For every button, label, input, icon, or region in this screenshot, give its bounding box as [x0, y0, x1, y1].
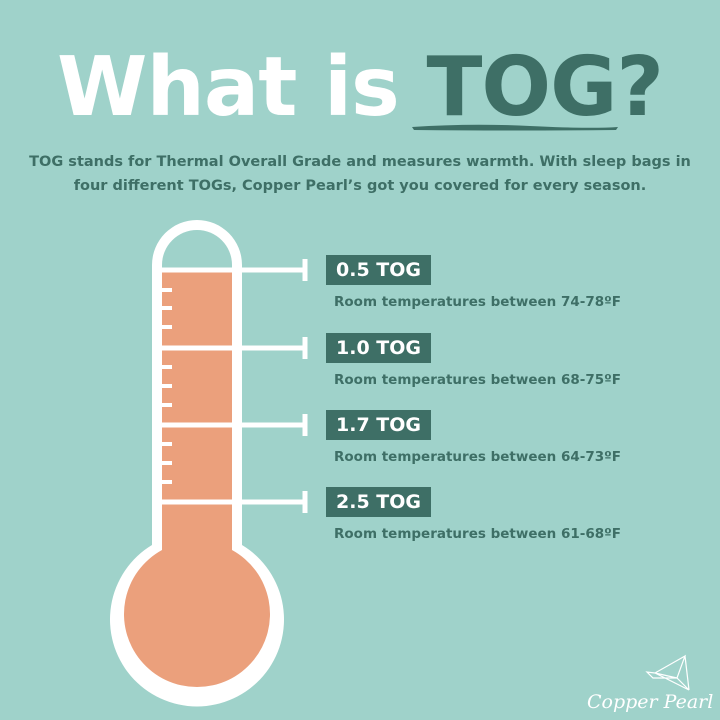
range-0-5: Room temperatures between 74-78ºF	[334, 294, 621, 310]
title-part2: TOG?	[426, 40, 664, 135]
tog-badge-1-7: 1.7 TOG	[326, 410, 431, 440]
thermometer-fill	[124, 272, 270, 688]
range-2-5: Room temperatures between 61-68ºF	[334, 526, 621, 542]
copper-pearl-logo: Copper Pearl.	[587, 654, 715, 713]
title-part1: What is	[57, 40, 400, 135]
tog-badge-0-5: 0.5 TOG	[326, 255, 431, 285]
page-title: What is TOG?	[0, 38, 720, 138]
tog-badge-2-5: 2.5 TOG	[326, 487, 431, 517]
level-lines	[162, 259, 308, 513]
tick-marks	[162, 288, 172, 484]
range-1-7: Room temperatures between 64-73ºF	[334, 449, 621, 465]
range-1-0: Room temperatures between 68-75ºF	[334, 372, 621, 388]
intro-text: TOG stands for Thermal Overall Grade and…	[29, 154, 691, 194]
tog-badge-1-0: 1.0 TOG	[326, 333, 431, 363]
brush-underline	[412, 124, 618, 131]
origami-bird-icon	[645, 654, 690, 691]
svg-text:Copper Pearl.: Copper Pearl.	[587, 691, 715, 713]
